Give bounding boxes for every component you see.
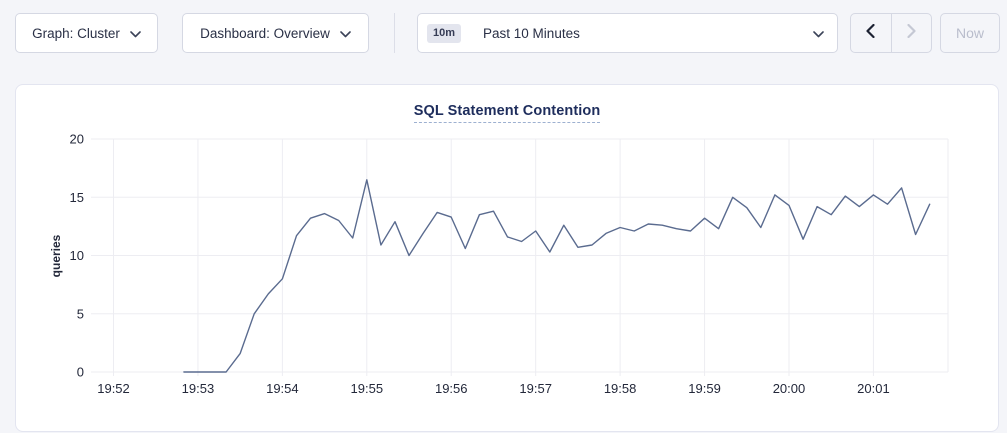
svg-text:19:56: 19:56 [435,381,468,396]
time-window-label: Past 10 Minutes [483,25,580,41]
svg-text:queries: queries [49,234,63,277]
toolbar-divider [394,13,395,53]
now-button[interactable]: Now [940,13,1000,53]
time-window-badge: 10m [427,23,462,43]
chevron-down-icon [813,26,824,41]
dashboard-dropdown[interactable]: Dashboard: Overview [182,13,369,53]
svg-text:20:00: 20:00 [773,381,806,396]
step-back-button[interactable] [851,14,891,52]
chevron-down-icon [340,26,351,41]
svg-text:10: 10 [70,248,84,263]
svg-text:19:54: 19:54 [266,381,299,396]
graph-dropdown[interactable]: Graph: Cluster [15,13,158,53]
svg-text:5: 5 [77,306,84,321]
chart-panel: 0 5 10 15 20 19:52 19:53 19:54 19:55 19:56 19:57 19… [15,84,999,432]
svg-text:19:58: 19:58 [604,381,637,396]
chart-title[interactable]: SQL Statement Contention [413,103,601,123]
chart-title-wrap: SQL Statement Contention [16,102,998,123]
svg-text:19:59: 19:59 [688,381,721,396]
step-forward-button[interactable] [890,14,932,52]
svg-text:0: 0 [77,365,84,380]
svg-text:19:55: 19:55 [351,381,384,396]
chevron-right-icon [907,23,916,43]
chevron-left-icon [866,23,875,43]
svg-text:20: 20 [70,132,84,147]
sql-contention-chart: 0 5 10 15 20 19:52 19:53 19:54 19:55 19:56 19:57 19… [49,132,949,396]
svg-text:19:53: 19:53 [182,381,215,396]
svg-text:19:57: 19:57 [519,381,552,396]
svg-text:19:52: 19:52 [97,381,130,396]
time-window-step-group [850,13,932,53]
graph-dropdown-label: Graph: Cluster [32,25,120,41]
chevron-down-icon [130,26,141,41]
dashboard-dropdown-label: Dashboard: Overview [200,25,330,41]
time-window-dropdown[interactable]: 10m Past 10 Minutes [417,13,838,53]
svg-text:15: 15 [70,190,84,205]
svg-text:20:01: 20:01 [857,381,890,396]
